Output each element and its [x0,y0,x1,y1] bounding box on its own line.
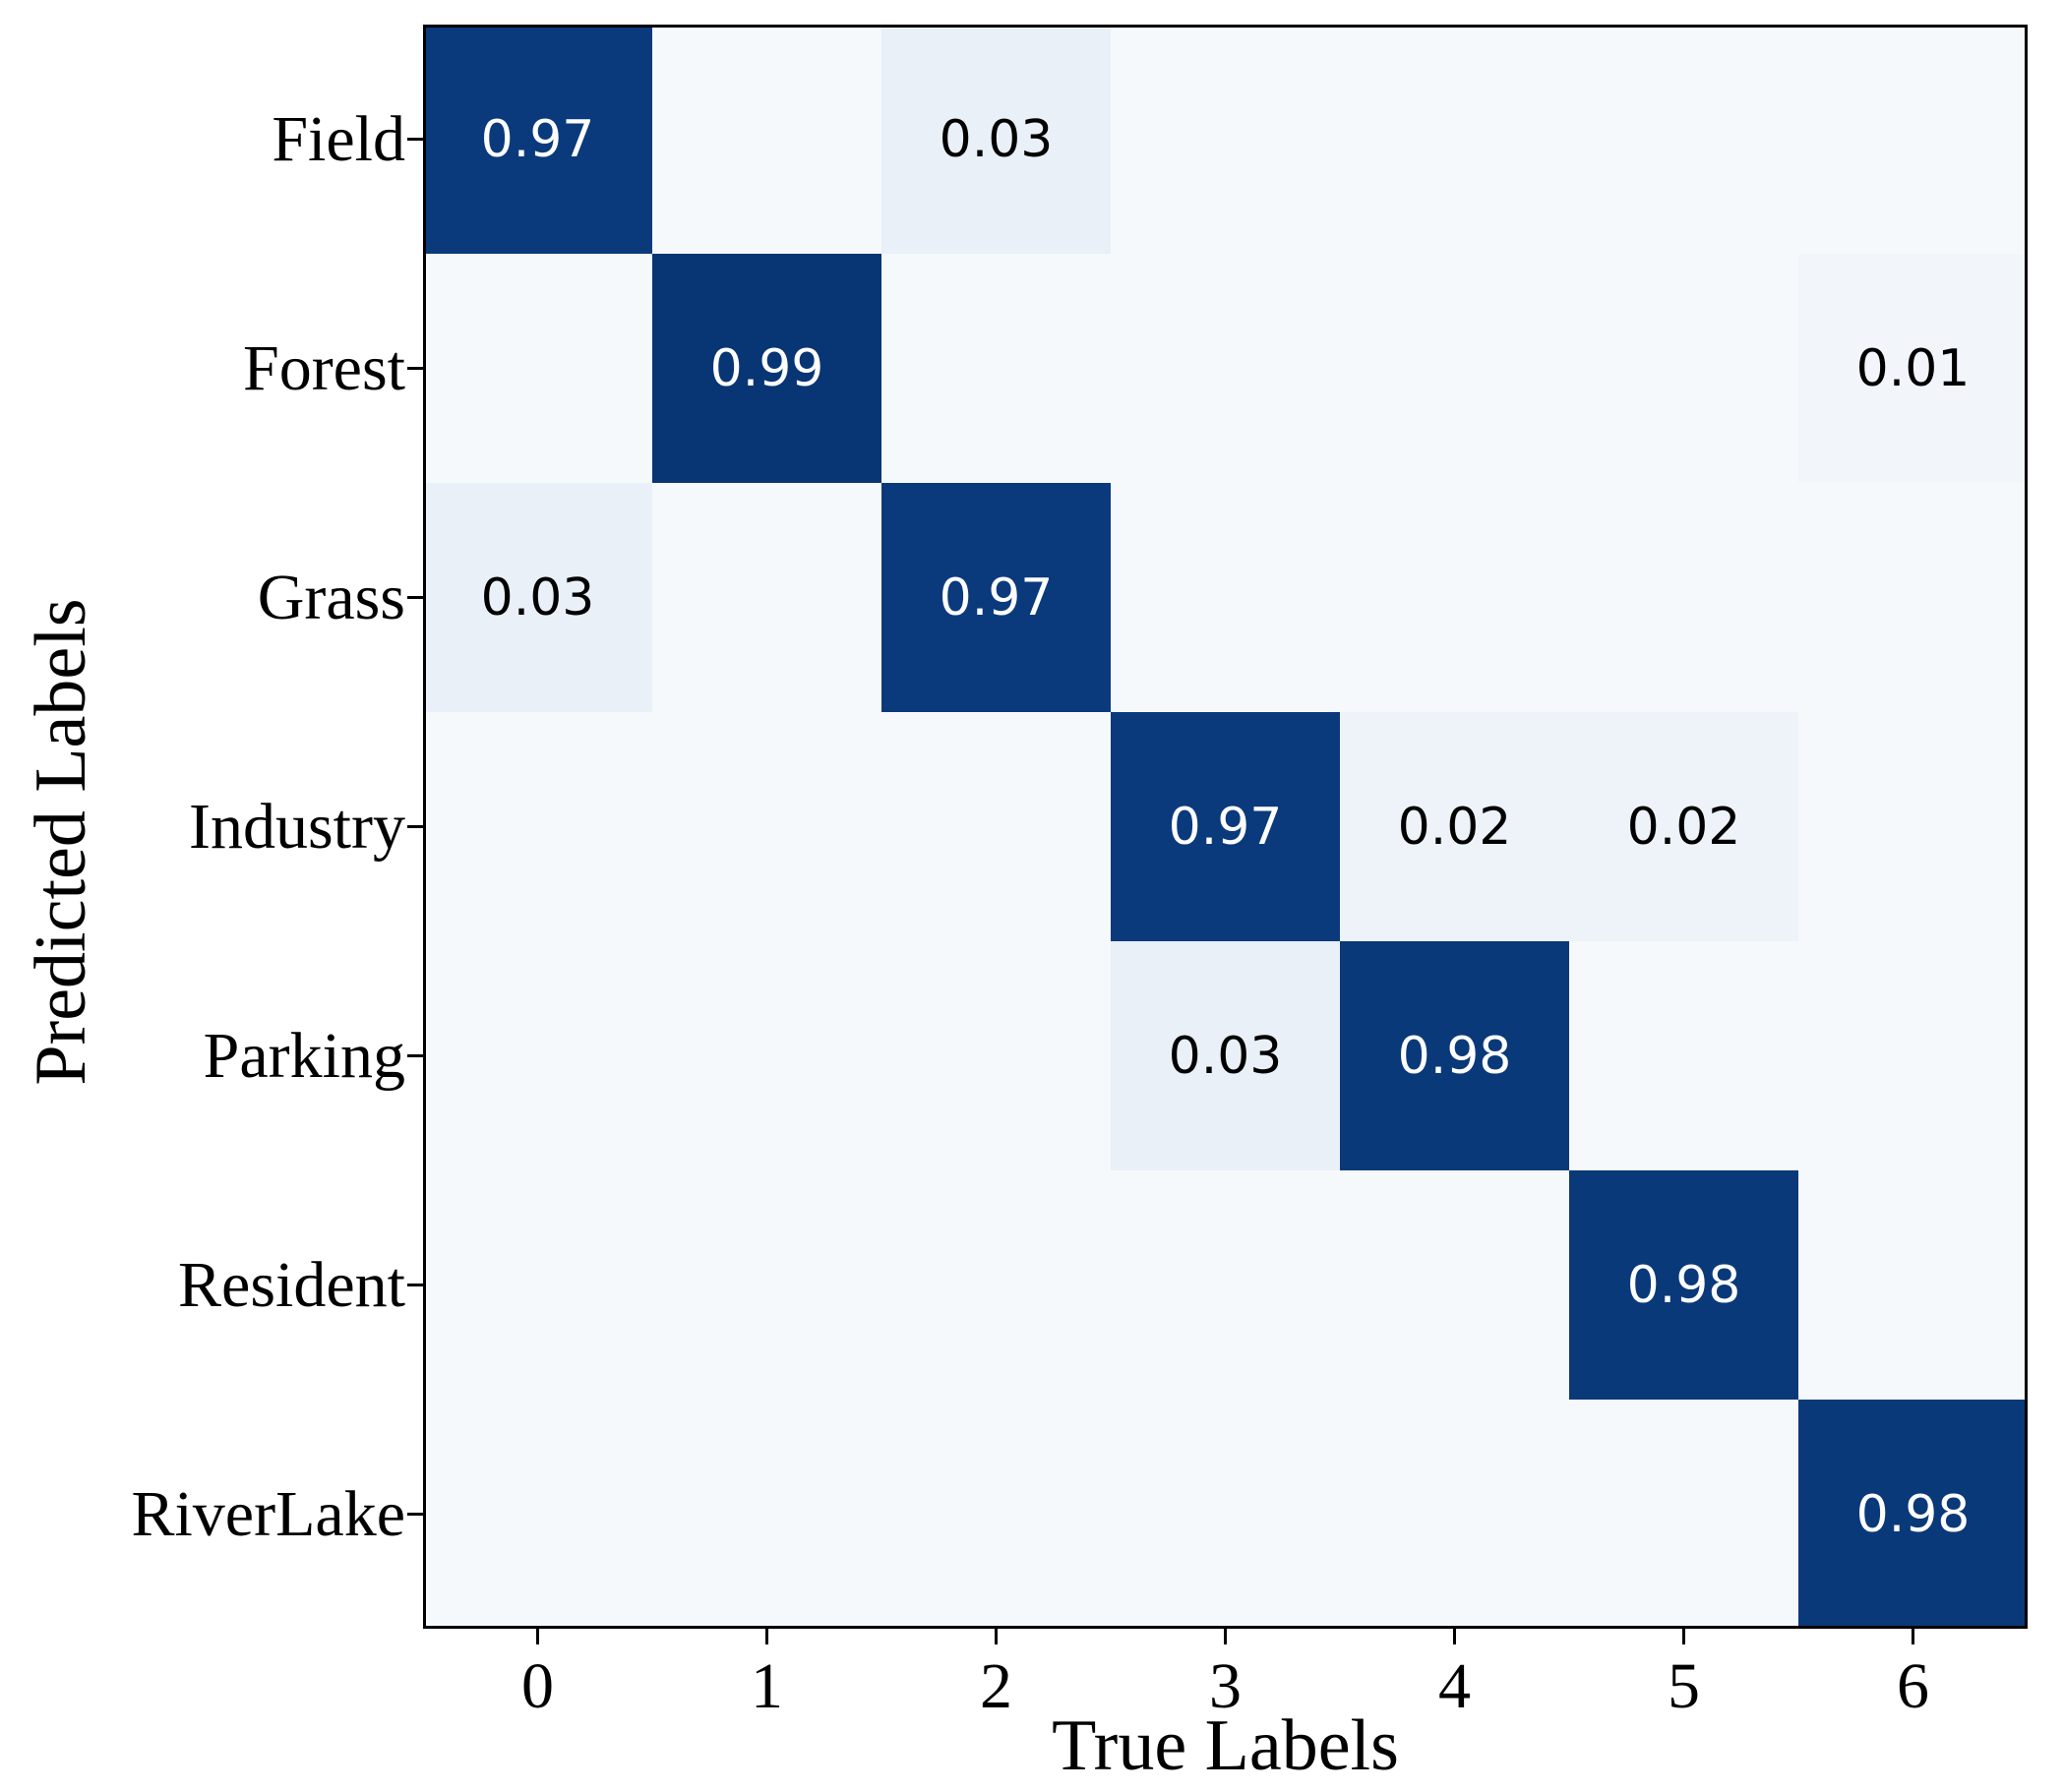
matrix-cell-6-0 [423,1400,652,1629]
matrix-cell-0-6 [1798,25,2028,254]
matrix-cell-4-1 [652,941,881,1170]
matrix-cell-2-4 [1340,483,1569,712]
matrix-cell-5-0 [423,1170,652,1400]
y-tick-label-field: Field [272,102,405,175]
matrix-cell-3-2 [881,712,1111,941]
matrix-cell-4-2 [881,941,1111,1170]
matrix-cell-3-5: 0.02 [1569,712,1798,941]
matrix-cell-0-3 [1111,25,1340,254]
matrix-cell-6-1 [652,1400,881,1629]
x-tick-label-0: 0 [521,1650,554,1722]
matrix-cell-6-2 [881,1400,1111,1629]
matrix-cell-4-3: 0.03 [1111,941,1340,1170]
y-tick-label-resident: Resident [178,1248,405,1321]
matrix-cell-3-6 [1798,712,2028,941]
x-axis-title: True Labels [1052,1705,1399,1786]
y-tick-mark [407,1054,423,1057]
matrix-cell-1-5 [1569,254,1798,483]
matrix-cell-4-4: 0.98 [1340,941,1569,1170]
x-tick-mark [765,1629,768,1644]
matrix-cell-6-3 [1111,1400,1340,1629]
matrix-cell-4-6 [1798,941,2028,1170]
matrix-cell-1-2 [881,254,1111,483]
x-tick-label-5: 5 [1668,1650,1700,1722]
y-tick-label-parking: Parking [203,1019,405,1092]
matrix-cell-3-0 [423,712,652,941]
matrix-cell-4-5 [1569,941,1798,1170]
matrix-cell-4-0 [423,941,652,1170]
matrix-cell-1-4 [1340,254,1569,483]
heatmap-grid: 0.97 0.03 0.99 0.01 0.03 0.97 0.97 0.02 0.02 0.03… [423,25,2028,1629]
matrix-cell-5-1 [652,1170,881,1400]
x-tick-mark [1912,1629,1914,1644]
matrix-cell-2-6 [1798,483,2028,712]
matrix-cell-1-1: 0.99 [652,254,881,483]
matrix-cell-2-2: 0.97 [881,483,1111,712]
y-tick-mark [407,138,423,141]
x-tick-mark [1682,1629,1685,1644]
matrix-cell-3-3: 0.97 [1111,712,1340,941]
x-tick-label-1: 1 [751,1650,783,1722]
matrix-cell-2-3 [1111,483,1340,712]
y-tick-mark [407,825,423,828]
y-tick-label-forest: Forest [243,331,405,404]
matrix-cell-0-4 [1340,25,1569,254]
x-tick-mark [536,1629,539,1644]
y-tick-mark [407,596,423,599]
matrix-cell-5-3 [1111,1170,1340,1400]
y-tick-label-industry: Industry [189,790,405,863]
matrix-cell-0-1 [652,25,881,254]
y-tick-mark [407,1284,423,1286]
matrix-cell-2-1 [652,483,881,712]
x-tick-mark [1224,1629,1227,1644]
matrix-cell-5-6 [1798,1170,2028,1400]
matrix-cell-1-6: 0.01 [1798,254,2028,483]
x-tick-label-2: 2 [980,1650,1012,1722]
matrix-cell-0-0: 0.97 [423,25,652,254]
y-tick-label-riverlake: RiverLake [131,1477,405,1550]
matrix-cell-3-4: 0.02 [1340,712,1569,941]
x-tick-label-6: 6 [1897,1650,1929,1722]
x-tick-label-4: 4 [1438,1650,1471,1722]
matrix-cell-3-1 [652,712,881,941]
y-tick-label-grass: Grass [257,561,405,633]
matrix-cell-1-3 [1111,254,1340,483]
matrix-cell-2-0: 0.03 [423,483,652,712]
matrix-cell-6-6: 0.98 [1798,1400,2028,1629]
y-tick-mark [407,367,423,370]
y-tick-mark [407,1513,423,1516]
matrix-cell-0-2: 0.03 [881,25,1111,254]
matrix-cell-6-5 [1569,1400,1798,1629]
matrix-cell-5-5: 0.98 [1569,1170,1798,1400]
matrix-cell-5-2 [881,1170,1111,1400]
matrix-cell-1-0 [423,254,652,483]
x-tick-label-3: 3 [1209,1650,1242,1722]
matrix-cell-2-5 [1569,483,1798,712]
matrix-cell-6-4 [1340,1400,1569,1629]
x-tick-mark [1453,1629,1456,1644]
x-tick-mark [995,1629,998,1644]
matrix-cell-0-5 [1569,25,1798,254]
matrix-cell-5-4 [1340,1170,1569,1400]
